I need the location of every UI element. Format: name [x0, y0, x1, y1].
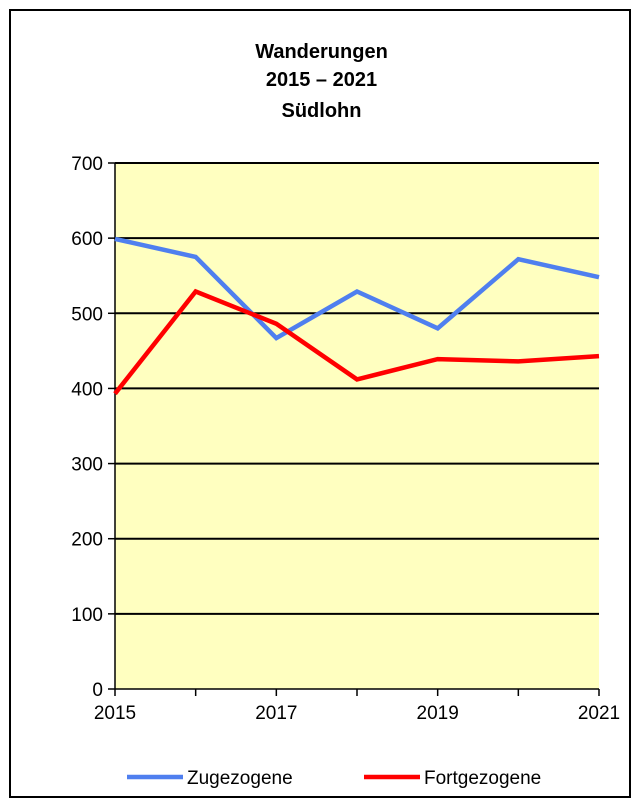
- x-tick-label: 2019: [417, 703, 459, 724]
- x-axis-ticks: 2015 2017 2019 2021: [94, 689, 620, 724]
- y-tick-label: 700: [71, 154, 103, 175]
- series-line-zugezogene: [114, 236, 600, 341]
- legend: Zugezogene Fortgezogene: [127, 768, 541, 789]
- gridlines: [115, 162, 599, 615]
- x-tick-label: 2017: [255, 703, 297, 724]
- chart-title-line-1: Wanderungen: [255, 41, 388, 63]
- y-tick-label: 400: [71, 379, 103, 400]
- series-line-fortgezogene: [113, 288, 600, 396]
- x-tick-label: 2021: [578, 703, 620, 724]
- y-tick-label: 200: [71, 530, 103, 551]
- chart-title-line-2: 2015 – 2021: [265, 69, 378, 91]
- legend-label-fortgezogene: Fortgezogene: [424, 768, 541, 789]
- x-tick-label: 2015: [94, 703, 136, 724]
- y-tick-label: 100: [71, 605, 103, 626]
- y-axis-ticks: 0 100 200 300 400 500 600 700: [71, 154, 115, 701]
- series-lines: [113, 236, 600, 396]
- plot-area: [115, 163, 599, 689]
- y-tick-label: 0: [92, 680, 103, 701]
- chart-title-line-3: Südlohn: [281, 100, 362, 122]
- y-tick-label: 600: [71, 229, 103, 250]
- y-tick-label: 500: [71, 304, 103, 325]
- y-tick-label: 300: [71, 455, 103, 476]
- legend-label-zugezogene: Zugezogene: [187, 768, 293, 789]
